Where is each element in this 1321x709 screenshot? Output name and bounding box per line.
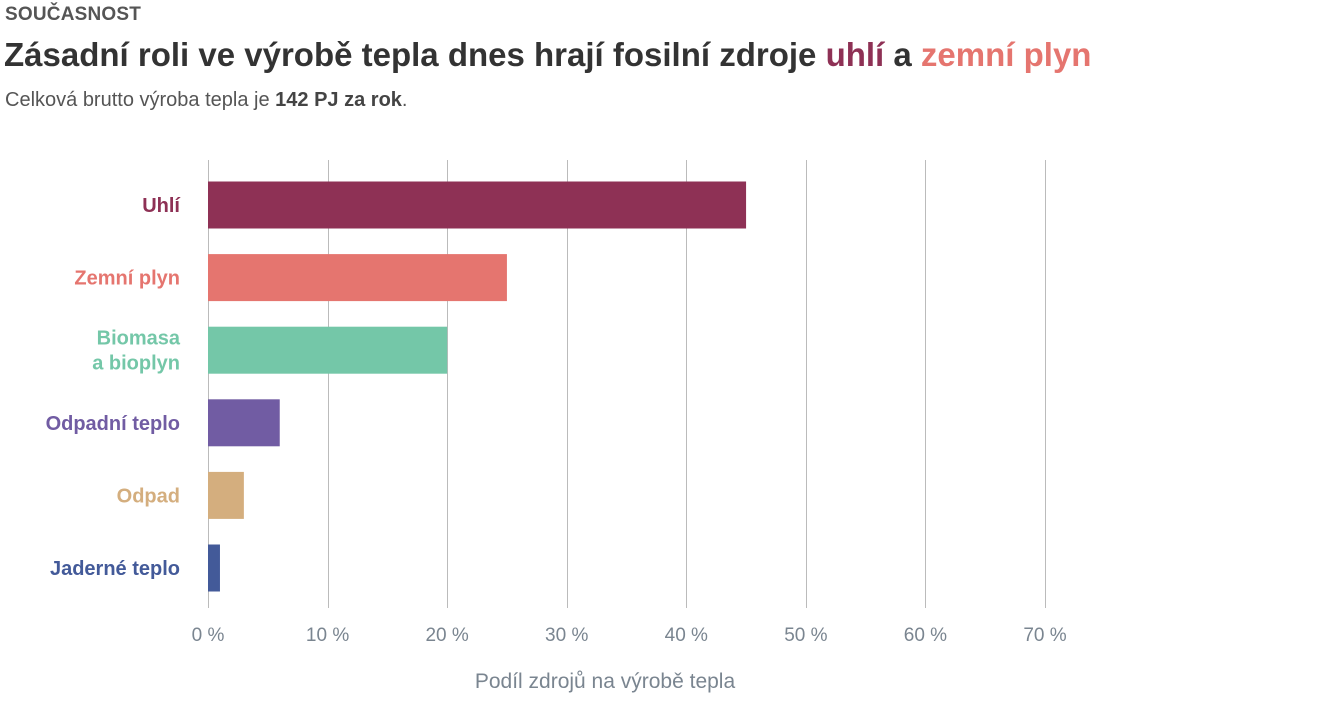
subtitle-text: Celková brutto výroba tepla je (5, 89, 276, 111)
chart-kicker: SOUČASNOST (5, 4, 142, 25)
bars (208, 181, 747, 592)
category-label: Zemní plyn (74, 268, 180, 290)
bar (208, 544, 220, 592)
bar (208, 399, 280, 447)
bar (208, 326, 448, 374)
category-label: Odpad (117, 485, 180, 507)
category-label: Odpadní teplo (46, 413, 180, 435)
category-label: Uhlí (142, 195, 181, 217)
chart-title: Zásadní roli ve výrobě tepla dnes hrají … (4, 36, 1091, 74)
title-highlight-gas: zemní plyn (920, 36, 1092, 73)
x-tick-label: 60 % (904, 625, 947, 646)
x-tick-label: 10 % (306, 625, 349, 646)
gridlines (208, 160, 1046, 608)
x-tick-label: 70 % (1023, 625, 1066, 646)
chart-subtitle: Celková brutto výroba tepla je 142 PJ za… (5, 89, 407, 112)
category-labels: Uhlí Zemní plyn Biomasa a bioplyn Odpadní te… (46, 195, 182, 580)
bar (208, 181, 747, 229)
x-tick-labels: 0 % 10 % 20 % 30 % 40 % 50 % 60 % 70 % (192, 625, 1067, 646)
category-label: Jaderné teplo (50, 558, 180, 580)
bar (208, 471, 244, 519)
bar (208, 254, 507, 302)
x-tick-label: 40 % (665, 625, 708, 646)
x-tick-label: 0 % (192, 625, 225, 646)
x-tick-label: 30 % (545, 625, 588, 646)
x-tick-label: 50 % (784, 625, 827, 646)
title-main-text: Zásadní roli ve výrobě tepla dnes hrají … (4, 36, 826, 73)
x-tick-label: 20 % (425, 625, 468, 646)
title-connector: a (884, 36, 921, 73)
title-highlight-coal: uhlí (825, 36, 885, 73)
subtitle-end: . (401, 89, 408, 111)
subtitle-total: 142 PJ za rok (275, 89, 402, 111)
category-label: Biomasa a bioplyn (92, 328, 181, 375)
x-axis-label: Podíl zdrojů na výrobě tepla (475, 670, 736, 693)
